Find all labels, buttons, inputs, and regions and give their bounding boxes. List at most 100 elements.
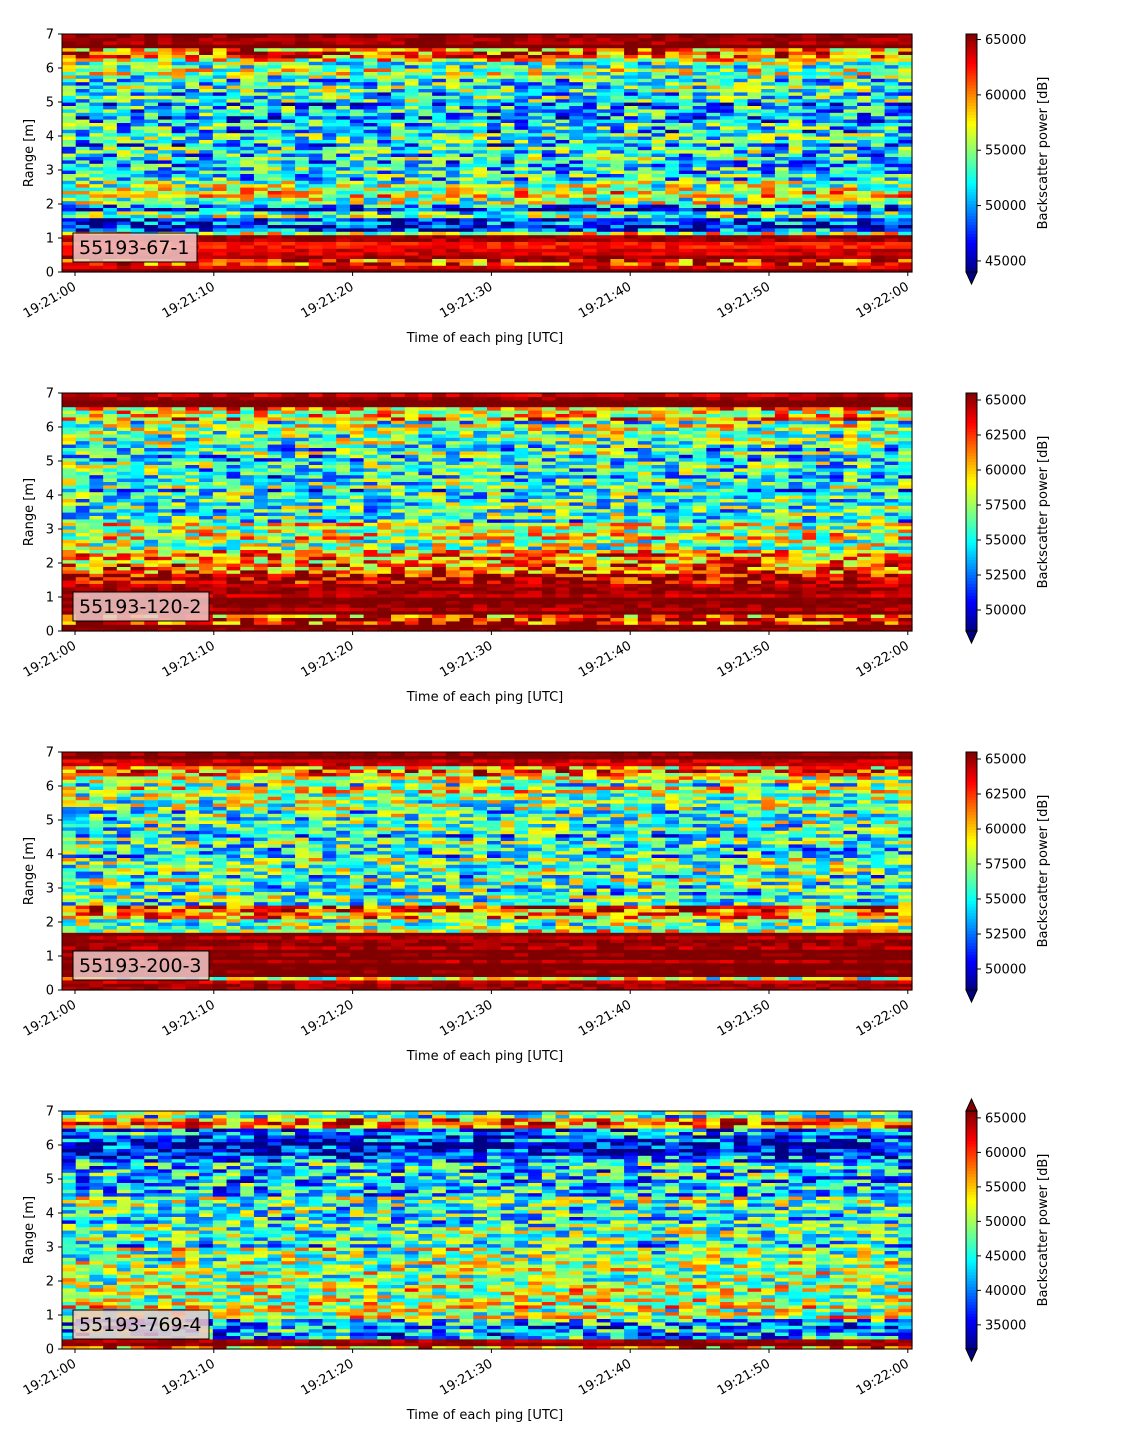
heatmap-cell bbox=[363, 200, 378, 205]
heatmap-cell bbox=[253, 248, 269, 253]
heatmap-cell bbox=[199, 68, 214, 72]
heatmap-cell bbox=[240, 34, 255, 38]
heatmap-cell bbox=[336, 255, 351, 259]
heatmap-cell bbox=[459, 122, 474, 127]
heatmap-cell bbox=[377, 142, 392, 147]
heatmap-cell bbox=[678, 122, 694, 127]
heatmap-cell bbox=[788, 231, 803, 236]
heatmap-cell bbox=[610, 173, 625, 178]
heatmap-cell bbox=[116, 265, 132, 270]
heatmap-cell bbox=[267, 34, 282, 38]
heatmap-cell bbox=[171, 102, 186, 106]
heatmap-cell bbox=[212, 91, 228, 96]
heatmap-cell bbox=[295, 125, 310, 130]
heatmap-cell bbox=[678, 159, 694, 164]
heatmap-cell bbox=[130, 200, 145, 205]
heatmap-cell bbox=[240, 149, 255, 154]
heatmap-cell bbox=[500, 153, 516, 157]
heatmap-cell bbox=[802, 85, 817, 89]
heatmap-cell bbox=[253, 34, 269, 38]
heatmap-cell bbox=[130, 166, 145, 171]
heatmap-cell bbox=[582, 105, 598, 110]
heatmap-cell bbox=[212, 153, 228, 157]
heatmap-cell bbox=[774, 159, 790, 164]
heatmap-cell bbox=[377, 95, 392, 100]
heatmap-cell bbox=[541, 159, 557, 164]
heatmap-cell bbox=[89, 217, 104, 222]
heatmap-cell bbox=[610, 227, 625, 232]
heatmap-cell bbox=[843, 139, 858, 144]
heatmap-cell bbox=[473, 163, 488, 168]
heatmap-cell bbox=[528, 170, 543, 174]
heatmap-cell bbox=[391, 71, 406, 76]
heatmap-cell bbox=[377, 146, 392, 151]
heatmap-cell bbox=[500, 183, 516, 188]
heatmap-cell bbox=[802, 244, 817, 249]
heatmap-cell bbox=[596, 98, 611, 103]
heatmap-cell bbox=[212, 268, 228, 273]
heatmap-cell bbox=[528, 244, 543, 249]
heatmap-cell bbox=[377, 34, 392, 38]
heatmap-cell bbox=[692, 238, 707, 242]
heatmap-cell bbox=[528, 139, 543, 144]
heatmap-cell bbox=[363, 102, 378, 106]
heatmap-cell bbox=[500, 122, 516, 127]
heatmap-cell bbox=[569, 224, 584, 229]
heatmap-cell bbox=[308, 197, 324, 202]
heatmap-cell bbox=[336, 204, 351, 208]
heatmap-cell bbox=[898, 129, 913, 134]
heatmap-cell bbox=[432, 241, 447, 246]
heatmap-cell bbox=[418, 146, 433, 151]
heatmap-cell bbox=[843, 34, 858, 38]
heatmap-cell bbox=[692, 261, 707, 266]
heatmap-cell bbox=[432, 142, 447, 147]
heatmap-cell bbox=[747, 173, 762, 178]
heatmap-cell bbox=[514, 74, 529, 79]
heatmap-cell bbox=[185, 156, 200, 161]
heatmap-cell bbox=[185, 190, 200, 195]
heatmap-cell bbox=[473, 173, 488, 178]
heatmap-cell bbox=[349, 258, 365, 263]
heatmap-cell bbox=[75, 180, 91, 185]
heatmap-cell bbox=[404, 217, 420, 222]
heatmap-cell bbox=[541, 156, 557, 161]
heatmap-cell bbox=[541, 193, 557, 198]
heatmap-cell bbox=[459, 197, 474, 202]
heatmap-cell bbox=[130, 68, 145, 72]
heatmap-cell bbox=[637, 139, 653, 144]
heatmap-cell bbox=[706, 95, 721, 100]
heatmap-cell bbox=[582, 265, 598, 270]
heatmap-cell bbox=[432, 163, 447, 168]
heatmap-cell bbox=[624, 187, 639, 191]
heatmap-cell bbox=[295, 163, 310, 168]
heatmap-cell bbox=[185, 125, 200, 130]
heatmap-cell bbox=[816, 139, 831, 144]
heatmap-cell bbox=[829, 238, 845, 242]
heatmap-cell bbox=[130, 183, 145, 188]
heatmap-cell bbox=[349, 227, 365, 232]
heatmap-cell bbox=[171, 265, 186, 270]
heatmap-cell bbox=[240, 102, 255, 106]
heatmap-cell bbox=[774, 81, 790, 86]
heatmap-cell bbox=[295, 180, 310, 185]
heatmap-cell bbox=[651, 197, 666, 202]
heatmap-cell bbox=[555, 268, 570, 273]
heatmap-cell bbox=[555, 180, 570, 185]
heatmap-cell bbox=[267, 261, 282, 266]
heatmap-cell bbox=[103, 115, 118, 120]
heatmap-cell bbox=[418, 176, 433, 181]
heatmap-cell bbox=[706, 244, 721, 249]
heatmap-cell bbox=[829, 268, 845, 273]
heatmap-cell bbox=[75, 122, 91, 127]
heatmap-cell bbox=[706, 217, 721, 222]
heatmap-cell bbox=[308, 221, 324, 225]
heatmap-cell bbox=[733, 214, 749, 219]
heatmap-cell bbox=[692, 71, 707, 76]
heatmap-cell bbox=[665, 78, 680, 83]
heatmap-cell bbox=[116, 78, 132, 83]
heatmap-cell bbox=[774, 210, 790, 215]
heatmap-cell bbox=[157, 102, 173, 106]
heatmap-cell bbox=[199, 98, 214, 103]
heatmap-cell bbox=[308, 81, 324, 86]
heatmap-cell bbox=[788, 119, 803, 123]
